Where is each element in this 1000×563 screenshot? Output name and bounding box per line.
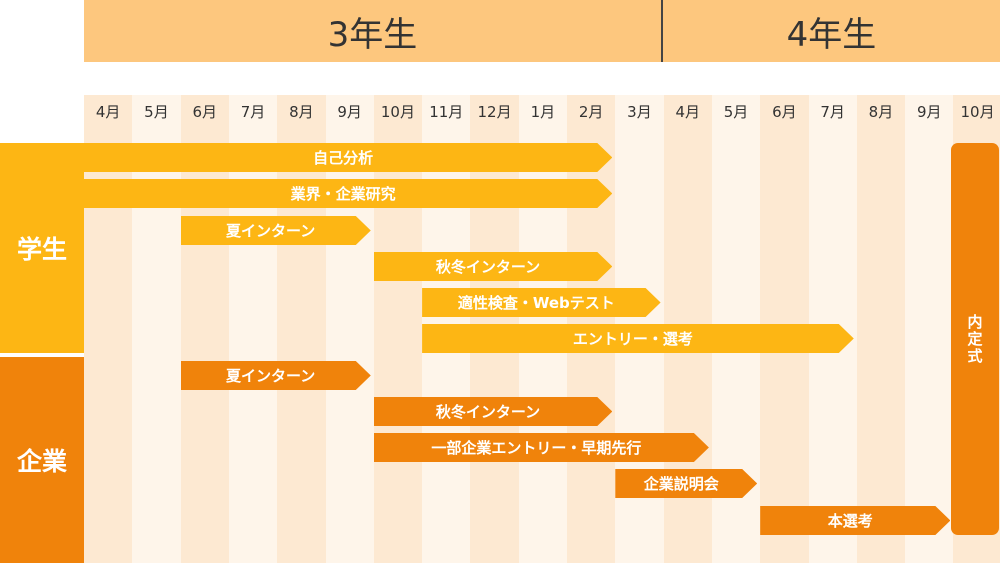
month-label: 2月 — [578, 102, 604, 121]
bar-company: 本選考 — [760, 506, 950, 535]
month-label: 12月 — [477, 102, 512, 121]
bar-company: 秋冬インターン — [374, 397, 613, 426]
bar-student: 秋冬インターン — [374, 252, 613, 281]
month-column — [84, 95, 133, 563]
month-column — [905, 95, 955, 563]
month-label: 7月 — [820, 102, 845, 121]
month-label: 5月 — [723, 102, 749, 121]
month-column — [277, 95, 327, 563]
bar-label: 秋冬インターン — [435, 258, 541, 276]
month-label: 8月 — [289, 102, 314, 121]
month-column — [132, 95, 182, 563]
row-label-company: 企業 — [0, 357, 84, 563]
month-label: 10月 — [960, 102, 995, 121]
month-label: 6月 — [192, 102, 218, 121]
month-label: 9月 — [916, 102, 942, 121]
bar-label: 自己分析 — [313, 149, 374, 167]
year-divider — [661, 0, 663, 62]
bar-label: 適性検査・Webテスト — [457, 294, 615, 312]
month-label: 4月 — [675, 102, 701, 121]
bar-label: 企業説明会 — [643, 475, 719, 493]
bar-label: 本選考 — [827, 512, 873, 530]
ceremony-bar: 内定式 — [951, 143, 999, 535]
bar-label: 秋冬インターン — [435, 403, 541, 421]
month-label: 4月 — [95, 102, 121, 121]
bar-label: 夏インターン — [226, 222, 316, 240]
month-column — [180, 95, 230, 563]
bar-student: 自己分析 — [84, 143, 612, 172]
year-label-3: 3年生 — [327, 14, 418, 55]
bar-student: 業界・企業研究 — [84, 179, 612, 208]
row-label-student-text: 学生 — [16, 235, 67, 264]
month-column — [228, 95, 278, 563]
month-column — [373, 95, 423, 563]
bar-student: 夏インターン — [181, 216, 371, 245]
bar-label: 夏インターン — [226, 367, 316, 385]
month-label: 7月 — [240, 102, 266, 121]
bar-company: 夏インターン — [181, 361, 371, 390]
month-label: 1月 — [530, 102, 556, 121]
month-label: 8月 — [868, 102, 894, 121]
month-label: 6月 — [772, 102, 797, 121]
bar-student: エントリー・選考 — [422, 324, 854, 353]
row-label-company-text: 企業 — [16, 447, 67, 476]
bar-label: 業界・企業研究 — [290, 185, 396, 203]
bar-label: 一部企業エントリー・早期先行 — [431, 439, 642, 457]
month-column — [856, 95, 906, 563]
month-label: 9月 — [337, 102, 362, 121]
bar-student: 適性検査・Webテスト — [422, 288, 661, 317]
year-label-4: 4年生 — [786, 14, 877, 55]
ceremony-label: 内定式 — [965, 313, 984, 365]
month-label: 11月 — [429, 102, 464, 121]
row-label-student: 学生 — [0, 143, 84, 353]
year-band-3: 3年生 — [84, 0, 661, 62]
bar-company: 一部企業エントリー・早期先行 — [374, 433, 709, 462]
bar-label: エントリー・選考 — [572, 330, 693, 348]
month-label: 5月 — [144, 102, 169, 121]
bar-company: 企業説明会 — [615, 469, 757, 498]
year-band-4: 4年生 — [663, 0, 1000, 62]
month-label: 3月 — [627, 102, 652, 121]
month-column — [325, 95, 375, 563]
month-label: 10月 — [380, 102, 415, 121]
